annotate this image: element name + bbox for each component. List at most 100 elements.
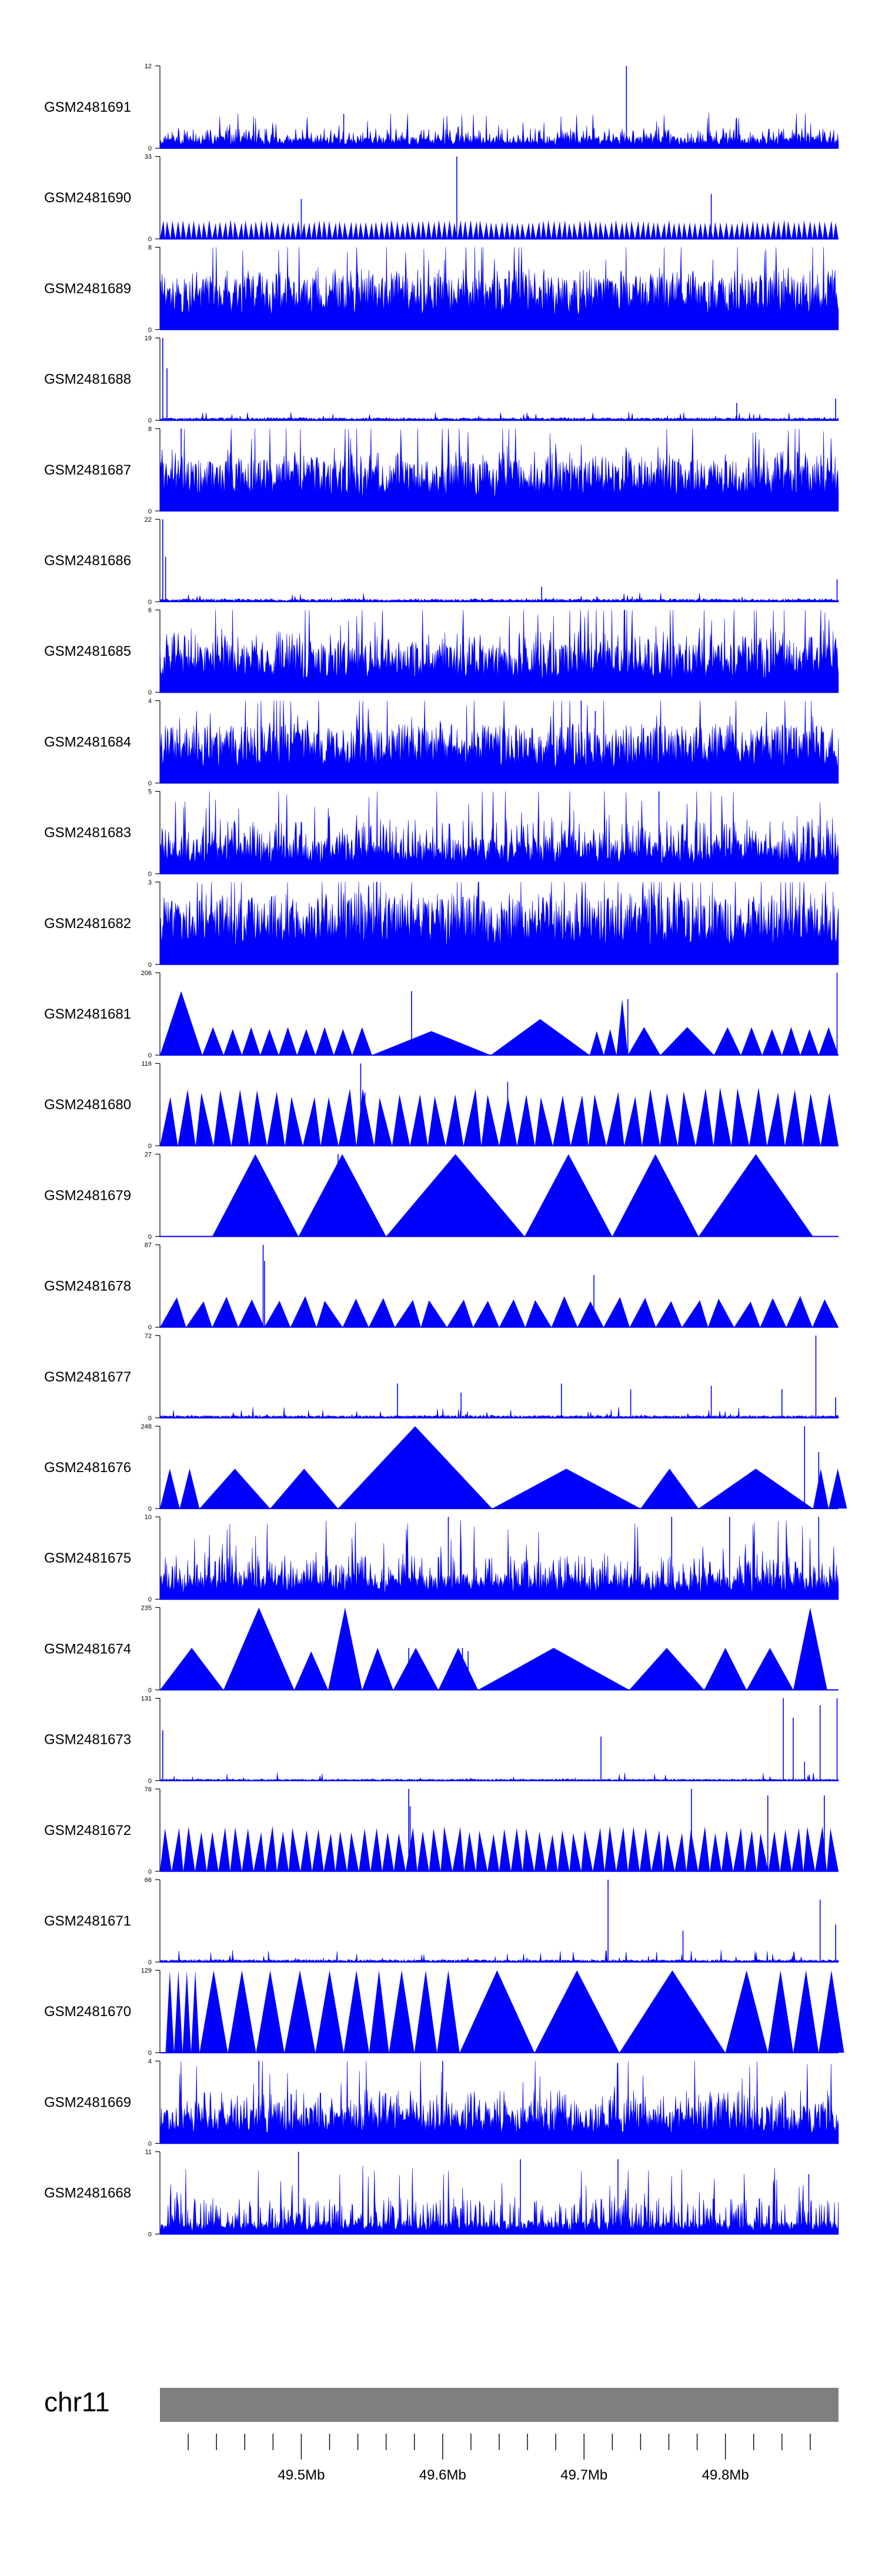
signal-triangle	[315, 1970, 344, 2053]
y-max-label: 131	[141, 1696, 152, 1703]
signal-triangle	[723, 222, 729, 239]
track-label: GSM2481669	[44, 2094, 131, 2110]
signal-triangle	[202, 1027, 224, 1055]
signal-triangle	[393, 1833, 406, 1871]
signal-triangle	[629, 1297, 656, 1327]
signal-triangle	[750, 221, 755, 239]
signal-area	[159, 1772, 839, 1781]
signal-triangle	[447, 1299, 473, 1327]
signal-triangle	[264, 1300, 290, 1327]
signal-triangle	[536, 222, 541, 239]
signal-triangle	[541, 220, 546, 239]
signal-triangle	[228, 1970, 256, 2053]
signal-triangle	[298, 1154, 386, 1237]
signal-triangle	[405, 221, 411, 239]
signal-triangle	[642, 1089, 660, 1146]
signal-triangle	[483, 222, 489, 239]
signal-triangle	[242, 1027, 260, 1055]
signal-triangle	[369, 1970, 389, 2053]
signal-triangle	[807, 221, 813, 239]
signal-triangle	[358, 222, 364, 239]
signal-triangle	[681, 222, 687, 239]
genomic-tick-label: 49.8Mb	[702, 2467, 749, 2483]
signal-triangle	[510, 1828, 523, 1871]
y-min-label: 0	[148, 2050, 152, 2057]
track-label: GSM2481687	[44, 462, 131, 478]
track-label: GSM2481672	[44, 1823, 131, 1838]
signal-triangle	[347, 1832, 359, 1871]
y-min-label: 0	[148, 1052, 152, 1059]
signal-triangle	[606, 1092, 624, 1146]
signal-triangle	[823, 221, 828, 239]
signal-triangle	[820, 1093, 838, 1146]
signal-triangle	[395, 1300, 421, 1327]
signal-triangle	[316, 220, 322, 239]
signal-triangle	[477, 1647, 630, 1690]
signal-triangle	[557, 1830, 570, 1871]
y-min-label: 0	[148, 145, 152, 152]
signal-triangle	[359, 1828, 371, 1871]
signal-triangle	[206, 1831, 219, 1871]
signal-triangle	[322, 220, 328, 239]
signal-triangle	[710, 1833, 721, 1871]
signal-triangle	[264, 221, 270, 239]
signal-triangle	[429, 1828, 441, 1871]
signal-triangle	[217, 221, 223, 239]
y-min-label: 0	[148, 962, 152, 969]
signal-triangle	[369, 222, 374, 239]
signal-triangle	[295, 221, 301, 239]
signal-triangle	[297, 1029, 316, 1055]
signal-triangle	[476, 1830, 488, 1871]
signal-area	[159, 1520, 839, 1600]
signal-triangle	[781, 1027, 801, 1055]
signal-triangle	[445, 1094, 464, 1146]
signal-triangle	[612, 1154, 699, 1237]
signal-triangle	[812, 222, 818, 239]
y-max-label: 19	[145, 335, 152, 342]
y-min-label: 0	[148, 780, 152, 787]
y-max-label: 27	[145, 1151, 152, 1158]
signal-triangle	[243, 221, 249, 239]
track-GSM2481685: GSM2481685 6 0	[44, 607, 839, 696]
signal-triangle	[311, 221, 317, 239]
track-GSM2481677: GSM2481677 72 0	[44, 1333, 839, 1422]
signal-triangle	[733, 1827, 745, 1871]
genomic-tick-label: 49.7Mb	[560, 2467, 607, 2483]
signal-triangle	[534, 1097, 553, 1146]
signal-triangle	[803, 1093, 821, 1146]
signal-triangle	[431, 222, 437, 239]
y-max-label: 76	[145, 1786, 152, 1793]
signal-triangle	[440, 1826, 453, 1871]
signal-triangle	[640, 221, 646, 239]
signal-triangle	[160, 1469, 180, 1509]
signal-triangle	[577, 220, 583, 239]
signal-area	[159, 592, 839, 602]
chromosome-label: chr11	[44, 2387, 110, 2417]
signal-triangle	[457, 220, 463, 239]
signal-triangle	[410, 1094, 428, 1146]
signal-triangle	[285, 223, 290, 239]
signal-triangle	[703, 222, 709, 239]
signal-triangle	[270, 1469, 338, 1509]
signal-triangle	[577, 1301, 604, 1327]
track-label: GSM2481686	[44, 553, 131, 569]
signal-triangle	[739, 221, 745, 239]
signal-triangle	[182, 1970, 191, 2053]
y-min-label: 0	[148, 1778, 152, 1785]
signal-triangle	[316, 1300, 343, 1327]
signal-triangle	[660, 1093, 678, 1146]
y-max-label: 4	[148, 698, 152, 705]
signal-triangle	[741, 1027, 763, 1055]
signal-triangle	[195, 1831, 207, 1871]
signal-triangle	[386, 1154, 525, 1237]
signal-triangle	[233, 221, 239, 239]
signal-triangle	[382, 1832, 394, 1871]
y-min-label: 0	[148, 326, 152, 333]
signal-triangle	[619, 1970, 726, 2053]
signal-triangle	[517, 1095, 535, 1146]
track-GSM2481673: GSM2481673 131 0	[44, 1696, 839, 1785]
y-min-label: 0	[148, 2231, 152, 2238]
signal-triangle	[437, 1970, 460, 2053]
signal-triangle	[634, 221, 640, 239]
track-GSM2481669: GSM2481669 4 0	[44, 2058, 839, 2147]
